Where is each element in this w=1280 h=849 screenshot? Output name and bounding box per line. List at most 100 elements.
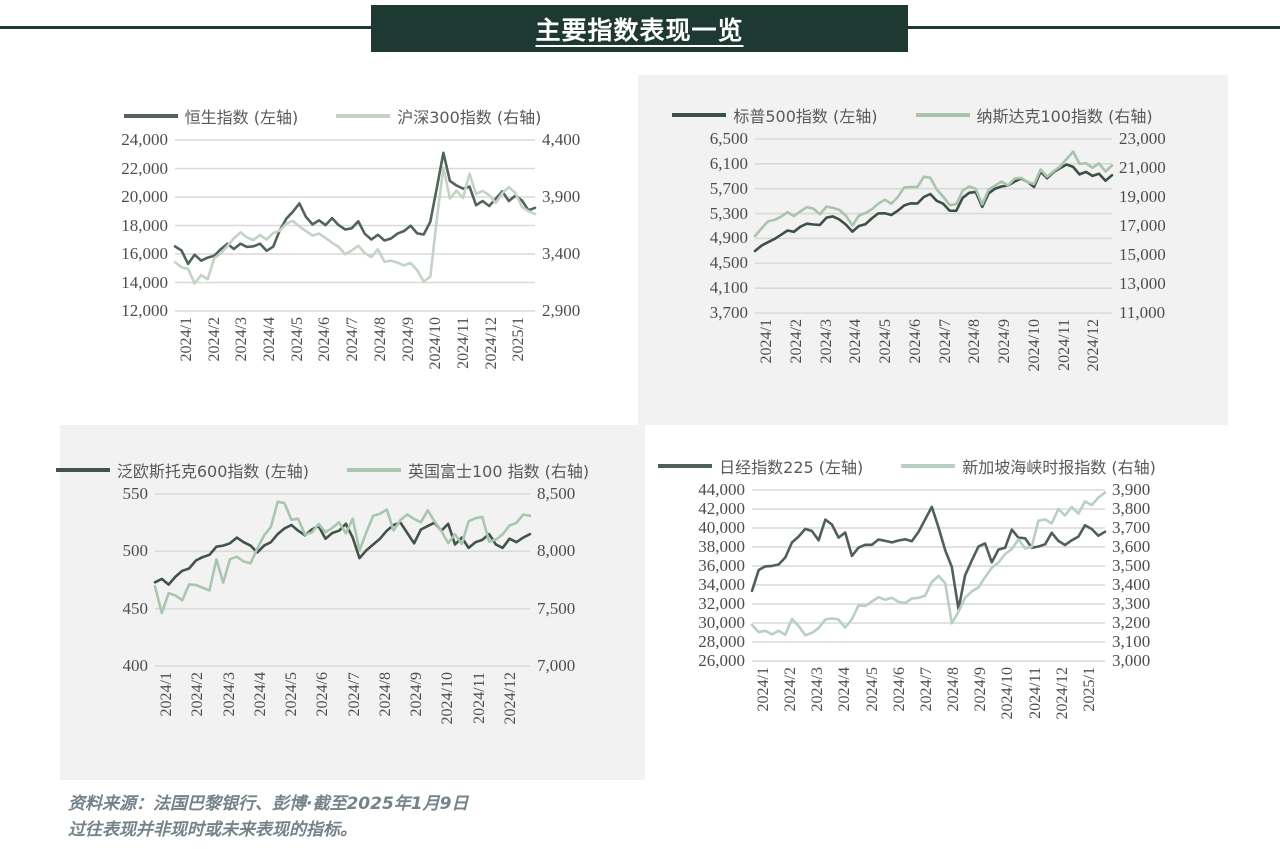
plot-area [153,493,532,667]
legend-label: 沪深300指数 (右轴) [397,108,542,127]
right-axis-ticks: 3,900 3,800 3,700 3,600 3,500 3,400 3,300 3,200… [1105,481,1177,670]
right-axis-tick: 3,900 [1112,480,1151,499]
x-axis-label: 2024/5 [863,667,881,712]
source-note: 资料来源：法国巴黎银行、彭博·截至2025年1月9日 [68,794,469,814]
left-axis-ticks: 550 500 450 400 [40,485,155,675]
chart-panel-bottom-left [60,425,645,780]
x-axis-label: 2024/11 [454,317,472,369]
chart-legend: 日经指数225 (左轴) 新加坡海峡时报指数 (右轴) [637,454,1177,478]
x-axis-label: 2024/7 [345,672,363,717]
x-axis-label: 2024/3 [817,319,835,364]
left-axis-tick: 16,000 [121,244,168,263]
left-axis-tick: 32,000 [698,594,745,613]
left-axis-tick: 40,000 [698,518,745,537]
x-axis-label: 2024/8 [966,319,984,364]
legend-item: 标普500指数 (左轴) [672,103,878,127]
plot-row: 24,000 22,000 20,000 18,000 16,000 14,000 12,0… [60,131,605,320]
x-axis-label: 2024/2 [205,317,223,362]
left-axis-tick: 34,000 [698,575,745,594]
series-line [750,505,1107,611]
legend-item: 纳斯达克100指数 (右轴) [915,103,1153,127]
legend-swatch [658,464,713,468]
left-axis-tick: 18,000 [121,215,168,235]
series-line [753,150,1114,238]
x-axis-label: 2024/7 [936,319,954,364]
x-axis-labels: 2024/1 2024/2 2024/3 2024/4 2024/5 2024/6 2024… [755,319,1112,397]
disclaimer-note: 过往表现并非现时或未来表现的指标。 [68,820,357,840]
chart-legend: 泛欧斯托克600指数 (左轴) 英国富士100 指数 (右轴) [40,458,605,482]
x-axis-label: 2024/12 [482,317,500,370]
legend-label: 恒生指数 (左轴) [184,108,299,127]
x-axis-label: 2024/4 [251,672,269,717]
x-axis-label: 2024/5 [877,319,894,364]
left-axis-tick: 4,100 [709,278,748,298]
left-axis-tick: 5,300 [709,203,748,223]
legend-swatch [672,113,727,117]
plot-row: 550 500 450 400 8,500 8,000 7,500 7,000 [40,485,605,675]
legend-swatch [901,464,956,468]
chart-legend: 恒生指数 (左轴) 沪深300指数 (右轴) [60,104,605,128]
x-axis-label: 2024/2 [782,667,800,712]
right-axis-tick: 3,700 [1112,518,1151,537]
x-axis-label: 2024/1 [158,672,175,717]
left-axis-tick: 24,000 [121,130,168,149]
right-axis-ticks: 23,000 21,000 19,000 17,000 15,000 13,000 11,0… [1112,130,1190,322]
legend-label: 纳斯达克100指数 (右轴) [976,107,1153,126]
x-axis-label: 2024/8 [371,317,389,362]
legend-swatch [346,468,401,472]
right-axis-tick: 17,000 [1119,216,1166,235]
x-axis-label: 2025/1 [510,317,528,362]
series-line [173,166,537,285]
left-axis-tick: 6,500 [709,129,748,148]
legend-label: 日经指数225 (左轴) [719,458,864,477]
legend-swatch [915,113,970,117]
legend-label: 泛欧斯托克600指数 (左轴) [116,462,309,481]
left-axis-tick: 22,000 [121,158,168,178]
title-bar: 主要指数表现一览 [371,5,908,52]
x-axis-label: 2024/12 [1053,667,1071,720]
chart-stoxx600-ftse100: 泛欧斯托克600指数 (左轴) 英国富士100 指数 (右轴) 550 500 450… [40,458,605,750]
x-axis-label: 2024/4 [836,667,854,712]
left-axis-tick: 42,000 [698,499,745,518]
legend-item: 恒生指数 (左轴) [123,104,299,128]
right-axis-tick: 7,000 [537,656,576,675]
left-axis-tick: 20,000 [121,187,168,206]
legend-swatch [336,114,391,118]
left-axis-tick: 36,000 [698,556,745,575]
left-axis-tick: 12,000 [121,301,168,320]
right-axis-tick: 4,400 [542,130,581,149]
x-axis-labels: 2024/1 2024/2 2024/3 2024/4 2024/5 2024/6 2024… [155,672,530,750]
x-axis-label: 2024/11 [470,672,488,724]
left-axis-tick: 6,100 [709,153,748,173]
chart-legend: 标普500指数 (左轴) 纳斯达克100指数 (右轴) [635,103,1190,127]
right-axis-tick: 19,000 [1119,187,1166,206]
right-axis-ticks: 8,500 8,000 7,500 7,000 [530,485,605,675]
x-axis-label: 2024/9 [972,667,990,712]
page-title: 主要指数表现一览 [535,15,744,45]
x-axis-label: 2024/7 [917,667,935,712]
left-axis-tick: 450 [122,598,149,618]
left-axis-tick: 26,000 [698,651,745,670]
x-axis-label: 2024/3 [233,317,251,362]
right-axis-tick: 2,900 [542,301,581,320]
series-line [173,151,537,266]
x-axis-label: 2024/3 [220,672,238,717]
left-axis-tick: 30,000 [698,613,745,632]
right-axis-tick: 3,000 [1112,651,1151,670]
right-axis-tick: 3,200 [1112,613,1151,632]
left-axis-tick: 4,900 [709,228,748,248]
x-axis-label: 2024/10 [439,672,457,725]
left-axis-tick: 44,000 [698,480,745,499]
series-line [750,491,1107,637]
left-axis-ticks: 24,000 22,000 20,000 18,000 16,000 14,000 12,0… [60,131,175,320]
right-axis-tick: 11,000 [1119,303,1166,322]
left-axis-tick: 14,000 [121,272,168,292]
chart-sp500-nasdaq100: 标普500指数 (左轴) 纳斯达克100指数 (右轴) 6,500 6,100 5,7… [635,103,1190,397]
right-axis-tick: 3,800 [1112,499,1151,518]
x-axis-label: 2024/2 [787,319,805,364]
right-axis-tick: 3,400 [1112,575,1151,594]
x-axis-label: 2024/6 [890,667,908,712]
x-axis-label: 2024/6 [314,672,332,717]
x-axis-label: 2024/10 [999,667,1017,720]
